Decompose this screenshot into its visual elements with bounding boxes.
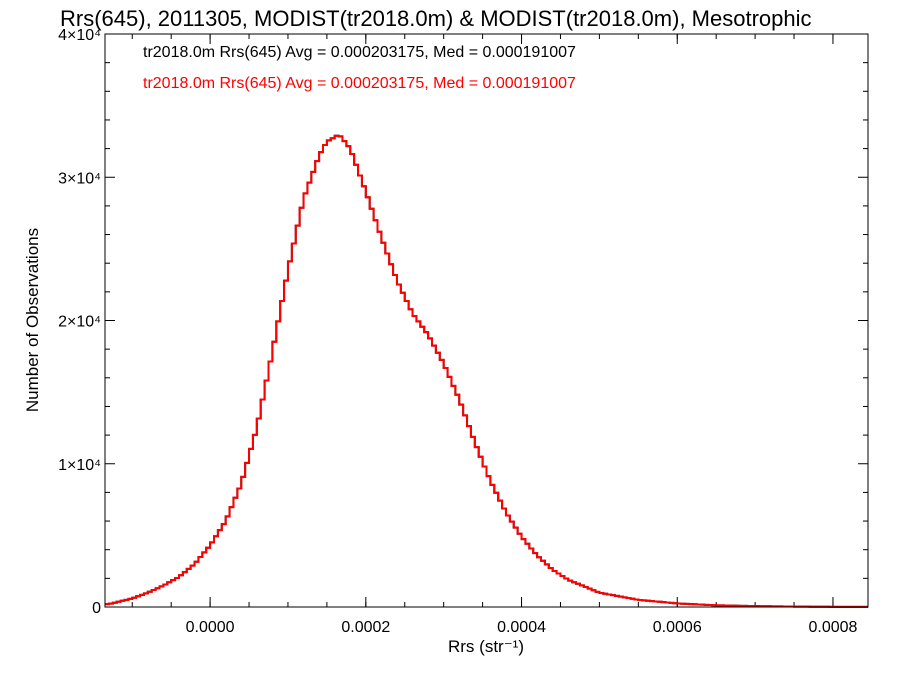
x-tick-label: 0.0006	[653, 619, 702, 636]
x-tick-label: 0.0004	[497, 619, 546, 636]
chart-title: Rrs(645), 2011305, MODIST(tr2018.0m) & M…	[60, 6, 812, 31]
x-axis-label: Rrs (str⁻¹)	[447, 637, 525, 656]
histogram-series-2	[105, 134, 868, 608]
x-tick-label: 0.0002	[341, 619, 390, 636]
x-tick-label: 0.0008	[808, 619, 857, 636]
legend-entry-2: tr2018.0m Rrs(645) Avg = 0.000203175, Me…	[143, 75, 576, 92]
x-tick-label: 0.0000	[186, 619, 235, 636]
ticks-layer: 0.0000 0.0002 0.0004 0.0006 0.0008 0 1×10⁴ 2×10…	[58, 27, 868, 636]
y-tick-label: 3×10⁴	[58, 170, 101, 187]
series-layer	[105, 134, 868, 608]
y-tick-label: 0	[92, 600, 101, 617]
y-tick-label: 2×10⁴	[58, 314, 101, 331]
y-tick-label: 1×10⁴	[58, 457, 101, 474]
y-tick-label: 4×10⁴	[58, 27, 101, 44]
plot-frame	[104, 33, 869, 608]
legend-entry-1: tr2018.0m Rrs(645) Avg = 0.000203175, Me…	[143, 44, 576, 61]
y-axis-label: Number of Observations	[23, 227, 42, 413]
histogram-series-1	[105, 134, 868, 608]
